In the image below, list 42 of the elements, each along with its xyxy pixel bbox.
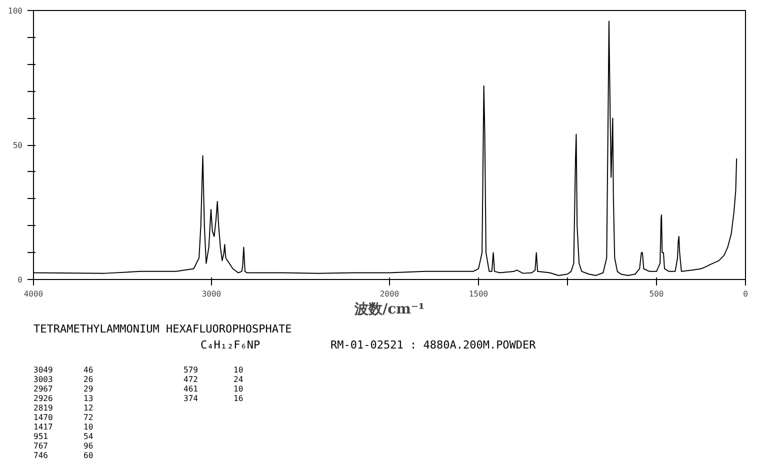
- text: 46: [84, 366, 94, 374]
- x-tick-label: 3000: [202, 290, 222, 298]
- text: 26: [84, 375, 94, 384]
- text: 24: [234, 375, 244, 384]
- text: 2926: [34, 394, 53, 403]
- x-tick-label: 1500: [468, 290, 488, 298]
- text: 951: [34, 432, 48, 441]
- text: 767: [34, 442, 48, 450]
- text: RM-01-02521 : 4880A.200M.POWDER: [330, 338, 536, 352]
- text: 3003: [34, 375, 53, 384]
- text: 16: [234, 394, 244, 403]
- text: 29: [84, 384, 94, 394]
- line-series: [34, 20, 738, 276]
- x-tick-label: 500: [649, 290, 664, 298]
- text: 96: [84, 442, 94, 450]
- text: C₄H₁₂F₆NP: [200, 338, 260, 352]
- text: 374: [184, 394, 198, 403]
- text: TETRAMETHYLAMMONIUM HEXAFLUOROPHOSPHATE: [34, 322, 292, 336]
- x-tick-label: 0: [743, 290, 748, 298]
- text: 1470: [34, 413, 53, 422]
- text: 2967: [34, 384, 53, 394]
- text: 13: [84, 394, 94, 403]
- text: 10: [234, 366, 244, 374]
- text: 1417: [34, 422, 53, 432]
- text: 746: [34, 451, 48, 460]
- text: 12: [84, 404, 94, 412]
- y-tick-label: 100: [8, 6, 23, 16]
- x-axis-title: 波数/cm⁻¹: [354, 302, 424, 318]
- text: 2819: [34, 404, 53, 412]
- text: 10: [84, 422, 94, 432]
- text: 10: [234, 384, 244, 394]
- text: 3049: [34, 366, 53, 374]
- x-tick-label: 4000: [24, 290, 44, 298]
- text: 579: [184, 366, 198, 374]
- text: 72: [84, 413, 94, 422]
- text: 472: [184, 375, 198, 384]
- x-tick-label: 2000: [380, 290, 400, 298]
- text: 461: [184, 384, 198, 394]
- text: 60: [84, 451, 94, 460]
- y-tick-label: 0: [18, 276, 23, 284]
- y-tick-label: 50: [12, 141, 23, 150]
- text: 54: [84, 432, 94, 441]
